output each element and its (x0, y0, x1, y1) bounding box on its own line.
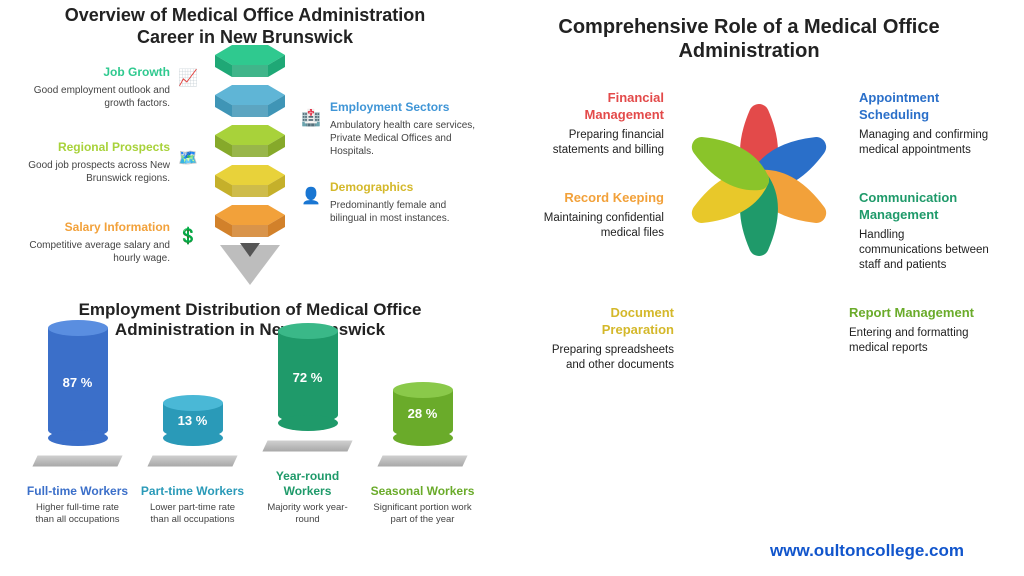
role-item: Document Preparation Preparing spreadshee… (544, 305, 674, 373)
overview-icon: 📈 (175, 65, 201, 91)
bar-title: Year-round Workers (255, 469, 360, 498)
role-item: Financial Management Preparing financial … (534, 90, 664, 158)
bar-base (32, 455, 122, 466)
role-item-desc: Preparing spreadsheets and other documen… (544, 343, 674, 373)
overview-item: Employment Sectors Ambulatory health care… (330, 100, 485, 158)
overview-item: Salary Information Competitive average sa… (15, 220, 170, 265)
role-item: Appointment Scheduling Managing and confi… (859, 90, 989, 158)
bar-desc: Higher full-time rate than all occupatio… (25, 502, 130, 526)
overview-item-desc: Ambulatory health care services, Private… (330, 119, 485, 158)
overview-title: Overview of Medical Office Administratio… (55, 5, 435, 48)
overview-item: Job Growth Good employment outlook and gr… (15, 65, 170, 110)
pencil-stack-graphic (210, 45, 290, 285)
role-item: Record Keeping Maintaining confidential m… (534, 190, 664, 241)
role-item-desc: Maintaining confidential medical files (534, 211, 664, 241)
footer-url: www.oultoncollege.com (770, 541, 964, 561)
overview-item-title: Employment Sectors (330, 100, 485, 116)
role-item-title: Record Keeping (534, 190, 664, 207)
overview-item-title: Job Growth (15, 65, 170, 81)
overview-icon: 👤 (298, 183, 324, 209)
bar-column: 72 % Year-round Workers Majority work ye… (255, 331, 360, 526)
bar-base (377, 455, 467, 466)
overview-item-desc: Good job prospects across New Brunswick … (15, 159, 170, 185)
overview-item-title: Demographics (330, 180, 485, 196)
bar-title: Full-time Workers (27, 484, 128, 498)
bar-cylinder: 13 % (163, 403, 223, 438)
roles-title: Comprehensive Role of a Medical Office A… (529, 15, 969, 63)
bar-desc: Majority work year-round (255, 502, 360, 526)
overview-section: Overview of Medical Office Administratio… (10, 5, 480, 58)
overview-item: Demographics Predominantly female and bil… (330, 180, 485, 225)
overview-item-title: Regional Prospects (15, 140, 170, 156)
role-item: Report Management Entering and formatting… (849, 305, 979, 356)
role-item-desc: Preparing financial statements and billi… (534, 128, 664, 158)
bar-column: 87 % Full-time Workers Higher full-time … (25, 328, 130, 526)
bar-title: Seasonal Workers (371, 484, 475, 498)
bar-column: 13 % Part-time Workers Lower part-time r… (140, 403, 245, 526)
bar-value: 72 % (278, 331, 338, 423)
overview-icon: 🏥 (298, 105, 324, 131)
overview-item-desc: Good employment outlook and growth facto… (15, 84, 170, 110)
roles-section: Comprehensive Role of a Medical Office A… (489, 15, 1009, 78)
role-item-desc: Entering and formatting medical reports (849, 326, 979, 356)
bar-column: 28 % Seasonal Workers Significant portio… (370, 390, 475, 526)
role-item-title: Appointment Scheduling (859, 90, 989, 124)
bar-base (147, 455, 237, 466)
overview-item-desc: Competitive average salary and hourly wa… (15, 239, 170, 265)
role-item-title: Report Management (849, 305, 979, 322)
role-item-desc: Managing and confirming medical appointm… (859, 128, 989, 158)
role-item-title: Financial Management (534, 90, 664, 124)
role-item-desc: Handling communications between staff an… (859, 228, 989, 273)
employment-bars: 87 % Full-time Workers Higher full-time … (10, 351, 490, 526)
bar-desc: Significant portion work part of the yea… (370, 502, 475, 526)
knot-graphic (674, 95, 844, 265)
overview-icon: 💲 (175, 223, 201, 249)
overview-item-desc: Predominantly female and bilingual in mo… (330, 199, 485, 225)
overview-icon: 🗺️ (175, 145, 201, 171)
role-item: Communication Management Handling communi… (859, 190, 989, 273)
employment-section: Employment Distribution of Medical Offic… (10, 300, 490, 526)
bar-desc: Lower part-time rate than all occupation… (140, 502, 245, 526)
bar-cylinder: 28 % (393, 390, 453, 438)
overview-item: Regional Prospects Good job prospects acr… (15, 140, 170, 185)
role-item-title: Document Preparation (544, 305, 674, 339)
bar-cylinder: 72 % (278, 331, 338, 423)
bar-cylinder: 87 % (48, 328, 108, 438)
bar-title: Part-time Workers (141, 484, 244, 498)
bar-value: 87 % (48, 328, 108, 438)
overview-item-title: Salary Information (15, 220, 170, 236)
role-item-title: Communication Management (859, 190, 989, 224)
bar-base (262, 441, 352, 452)
